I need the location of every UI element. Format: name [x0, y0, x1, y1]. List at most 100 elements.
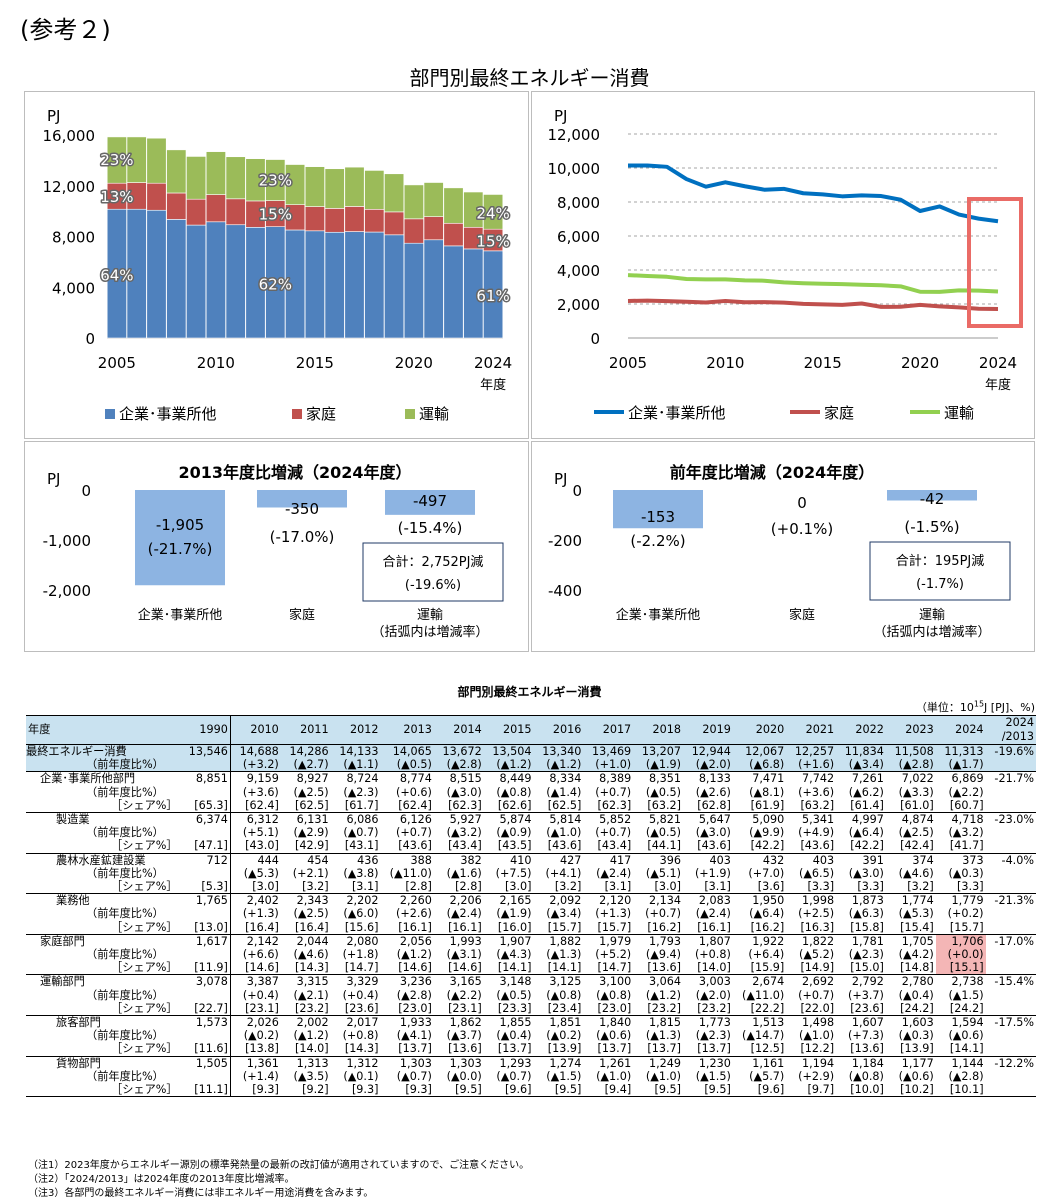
diff-bar — [613, 490, 703, 529]
table-cell: 1,249 — [648, 1056, 682, 1070]
chart-title: 前年度比増減（2024年度） — [670, 463, 875, 482]
table-cell: (+3.2) — [242, 758, 279, 772]
table-cell: 1,765 — [180, 893, 231, 908]
row-label: ［シェア%］ — [111, 1001, 178, 1015]
table-cell — [986, 758, 1036, 772]
table-cell: 5,090 — [752, 813, 785, 827]
table-cell — [986, 839, 1036, 853]
unit-prefix: （単位：10 — [915, 701, 974, 714]
table-cell: (▲4.1) — [396, 1029, 432, 1043]
table-cell: (▲1.2) — [645, 988, 682, 1002]
table-cell: 5,814 — [549, 813, 582, 827]
table-cell: [15.9] — [750, 961, 785, 975]
category-label: 家庭 — [789, 607, 815, 623]
stacked-bar-segment — [344, 166, 365, 207]
table-cell: 13,546 — [180, 744, 231, 759]
category-label: 家庭 — [289, 607, 315, 623]
table-cell: (+0.7) — [395, 826, 432, 840]
table-cell: 7,261 — [851, 772, 884, 786]
table-cell: 1,705 — [901, 934, 934, 948]
table-cell: (▲2.0) — [695, 988, 731, 1002]
table-cell: (▲6.2) — [848, 785, 884, 799]
table-cell: 1,513 — [752, 1016, 785, 1030]
table-cell: [23.0] — [398, 1001, 432, 1015]
table-cell: -4.0% — [1001, 853, 1034, 867]
y-tick-label: 0 — [85, 330, 95, 348]
stacked-bar-segment — [205, 194, 226, 223]
table-cell: 1,774 — [901, 894, 934, 908]
table-cell: [11.6] — [180, 1042, 231, 1057]
category-label: 運輸 — [417, 608, 443, 623]
table-cell: (▲2.6) — [695, 785, 731, 799]
table-cell: [9.3] — [252, 1083, 279, 1097]
table-cell: 3,148 — [499, 975, 532, 989]
stacked-bar-segment — [443, 245, 464, 339]
table-cell: [63.2] — [647, 798, 682, 812]
table-cell: 1,313 — [296, 1056, 329, 1070]
table-cell: -21.3% — [994, 894, 1034, 908]
y-unit-label: PJ — [47, 470, 60, 488]
table-cell: (+0.8) — [342, 1029, 379, 1043]
table-cell: [14.1] — [497, 961, 532, 975]
table-cell: [10.0] — [850, 1083, 884, 1097]
table-cell: [9.4] — [604, 1083, 632, 1097]
y-tick-label: 0 — [590, 330, 600, 348]
table-cell — [986, 1029, 1036, 1042]
table-cell: 8,449 — [499, 772, 532, 786]
table-cell: [9.6] — [757, 1083, 785, 1097]
y-tick-label: -400 — [548, 582, 582, 600]
stacked-bar-segment — [423, 239, 444, 339]
table-row: ［シェア%］ [5.3] [3.0] [3.2] [3.1] [2.8] [2.8] [3.0… — [26, 880, 1036, 894]
table-cell: 3,329 — [346, 975, 379, 989]
table-cell — [986, 786, 1036, 799]
table-cell: (▲0.8) — [596, 988, 632, 1002]
table-header-cell: 2020 — [732, 715, 787, 745]
row-label: ［シェア%］ — [111, 920, 178, 934]
legend-label: 家庭 — [824, 404, 854, 422]
table-cell: [15.1] — [935, 961, 986, 975]
y-tick-label: -1,000 — [43, 532, 91, 550]
table-cell: (▲3.2) — [446, 826, 482, 840]
table-cell: (▲9.4) — [645, 948, 682, 962]
table-cell: [14.0] — [697, 961, 731, 975]
table-cell: [62.3] — [597, 798, 632, 812]
table-cell: (▲2.3) — [343, 785, 379, 799]
table-cell: (▲2.8) — [396, 988, 432, 1002]
table-header-cell: 2023 — [885, 715, 936, 745]
table-cell: [11.9] — [180, 961, 231, 975]
table-cell: (▲2.8) — [948, 1069, 984, 1083]
table-cell: 8,334 — [549, 772, 582, 786]
stacked-bar-segment — [146, 182, 167, 211]
table-cell: [2.8] — [455, 880, 482, 894]
diff-bar — [385, 490, 475, 515]
table-cell: 1,950 — [752, 894, 785, 908]
table-cell: [43.6] — [547, 839, 582, 853]
table-cell: [23.0] — [597, 1001, 632, 1015]
table-cell: [9.7] — [807, 1083, 835, 1097]
table-header-cell: 2022 — [836, 715, 886, 745]
table-cell: (▲3.4) — [546, 907, 582, 921]
highlight-box — [967, 197, 1023, 328]
table-header-cell: 2021 — [786, 715, 837, 745]
table-cell: (▲5.1) — [645, 866, 682, 880]
diff-value-label: -1,905 — [156, 516, 204, 534]
table-cell: [13.6] — [448, 1042, 482, 1056]
table-cell: (+1.8) — [342, 948, 379, 962]
table-cell: (▲2.1) — [293, 988, 329, 1002]
diff-bar — [887, 490, 977, 501]
table-cell: 5,341 — [802, 813, 835, 827]
table-cell: 6,374 — [180, 812, 231, 827]
table-cell: (▲0.7) — [343, 826, 379, 840]
table-cell: (▲6.3) — [848, 907, 884, 921]
table-cell: (▲2.3) — [848, 948, 884, 962]
table-cell: 3,100 — [599, 975, 632, 989]
legend-swatch — [292, 409, 302, 419]
legend-label: 企業･事業所他 — [628, 404, 726, 422]
table-cell: 8,774 — [399, 772, 432, 786]
table-cell: (▲1.3) — [546, 948, 582, 962]
table-cell — [986, 867, 1036, 880]
table-cell: 1,161 — [752, 1056, 785, 1070]
table-cell: 9,159 — [246, 772, 279, 786]
table-cell: 1,144 — [951, 1056, 984, 1070]
table-cell: (▲0.6) — [948, 1029, 984, 1043]
